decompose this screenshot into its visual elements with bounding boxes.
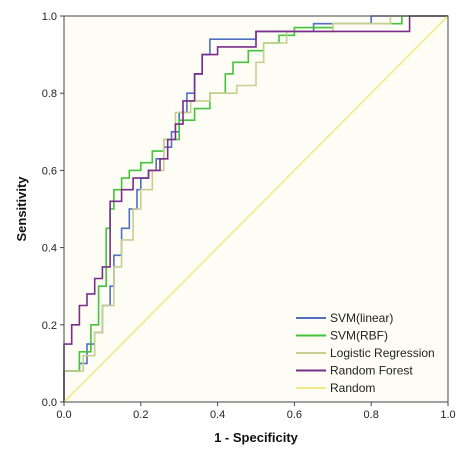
x-tick-label: 1.0: [440, 409, 455, 421]
y-tick-label: 0.4: [42, 243, 57, 255]
y-tick-label: 0.8: [42, 88, 57, 100]
y-tick-label: 1.0: [42, 11, 57, 23]
plot-frame: [63, 15, 449, 403]
y-axis-title: Sensitivity: [14, 176, 29, 242]
legend-label: Random Forest: [330, 364, 413, 378]
x-tick-label: 0.0: [56, 409, 71, 421]
y-tick-label: 0.0: [42, 397, 57, 409]
x-tick-label: 0.8: [364, 409, 379, 421]
legend: SVM(linear) SVM(RBF) Logistic Regression Ra…: [296, 311, 435, 395]
legend-label: SVM(linear): [330, 311, 393, 325]
legend-label: SVM(RBF): [330, 329, 388, 343]
x-tick-label: 0.2: [133, 409, 148, 421]
series-line-random-forest: [63, 15, 448, 402]
series-layer: [63, 15, 449, 403]
legend-label: Random: [330, 381, 375, 395]
x-axis-title: 1 - Specificity: [214, 430, 299, 445]
series-line-random: [63, 15, 449, 403]
x-tick-label: 0.4: [210, 409, 225, 421]
x-tick-label: 0.6: [287, 409, 302, 421]
legend-label: Logistic Regression: [330, 346, 435, 360]
y-tick-label: 0.6: [42, 165, 57, 177]
axis-layer: 0.0 0.2 0.4 0.6 0.8 1.0 0.0 0.2 0.4 0.6 0.8 1.0: [42, 11, 456, 421]
y-tick-label: 0.2: [42, 320, 57, 332]
series-line-logistic-regression: [63, 15, 448, 402]
